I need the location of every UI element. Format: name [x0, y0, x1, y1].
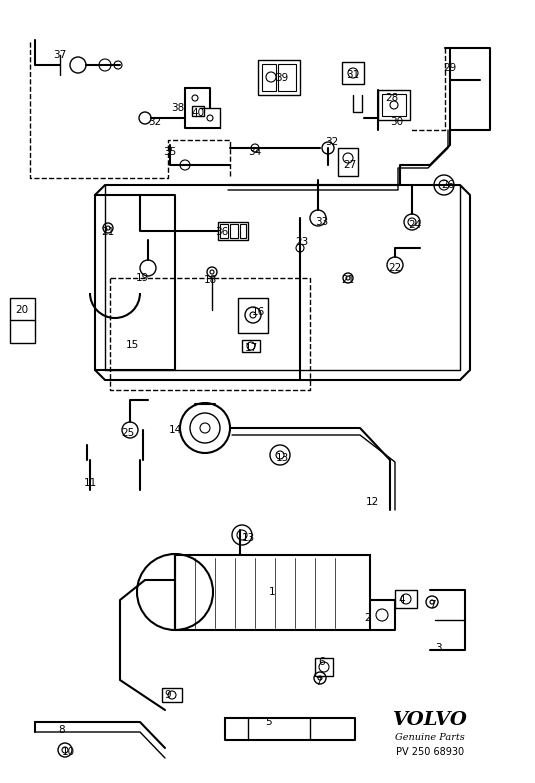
Text: 26: 26	[441, 180, 455, 190]
Text: 7: 7	[429, 600, 435, 610]
Text: 27: 27	[343, 160, 357, 170]
Text: 28: 28	[385, 93, 399, 103]
Text: 30: 30	[391, 117, 403, 127]
Text: 38: 38	[171, 103, 185, 113]
Text: 39: 39	[276, 73, 288, 83]
Bar	[382, 94, 406, 116]
Bar	[258, 60, 300, 95]
Bar	[378, 90, 410, 120]
Text: Genuine Parts: Genuine Parts	[395, 734, 465, 742]
Text: 14: 14	[169, 425, 181, 435]
Text: 36: 36	[216, 227, 228, 237]
Bar	[10, 298, 35, 343]
Bar	[278, 64, 296, 91]
Text: 12: 12	[365, 497, 379, 507]
Text: 24: 24	[408, 220, 422, 230]
Text: 9: 9	[165, 690, 171, 700]
Text: 19: 19	[135, 273, 149, 283]
Bar	[240, 224, 246, 238]
Text: 29: 29	[444, 63, 457, 73]
Text: 15: 15	[125, 340, 139, 350]
Text: 18: 18	[203, 275, 217, 285]
Text: 21: 21	[101, 227, 114, 237]
Text: 32: 32	[148, 117, 162, 127]
Text: 35: 35	[163, 147, 177, 157]
Text: 11: 11	[83, 478, 97, 488]
Bar	[315, 658, 333, 676]
Text: 32: 32	[325, 137, 339, 147]
Bar	[218, 222, 248, 240]
Text: 23: 23	[295, 237, 309, 247]
Text: 40: 40	[192, 108, 204, 118]
Text: 16: 16	[251, 307, 265, 317]
Text: 2: 2	[365, 613, 371, 623]
Bar	[342, 62, 364, 84]
Bar	[230, 224, 238, 238]
Bar	[338, 148, 358, 176]
Text: 25: 25	[121, 428, 135, 438]
Bar	[175, 555, 370, 630]
Text: 10: 10	[62, 747, 74, 757]
Text: 5: 5	[265, 717, 271, 727]
Text: 1: 1	[269, 587, 276, 597]
Text: 34: 34	[248, 147, 262, 157]
Bar	[220, 224, 228, 238]
Text: VOLVO: VOLVO	[393, 711, 468, 729]
Text: 13: 13	[276, 453, 288, 463]
Text: 37: 37	[54, 50, 67, 60]
Text: 13: 13	[241, 533, 255, 543]
Text: 3: 3	[434, 643, 441, 653]
Text: 20: 20	[16, 305, 28, 315]
Text: 6: 6	[319, 657, 325, 667]
Text: 21: 21	[341, 275, 355, 285]
Bar	[238, 298, 268, 333]
Bar	[262, 64, 276, 91]
Text: 31: 31	[346, 70, 360, 80]
Bar	[192, 106, 204, 116]
Text: 7: 7	[315, 677, 322, 687]
Text: 4: 4	[399, 595, 406, 605]
Bar	[395, 590, 417, 608]
Text: 33: 33	[315, 217, 328, 227]
Bar	[242, 340, 260, 352]
Text: 17: 17	[244, 343, 258, 353]
Text: 8: 8	[59, 725, 65, 735]
Bar	[162, 688, 182, 702]
Text: PV 250 68930: PV 250 68930	[396, 747, 464, 757]
Text: 22: 22	[388, 263, 402, 273]
